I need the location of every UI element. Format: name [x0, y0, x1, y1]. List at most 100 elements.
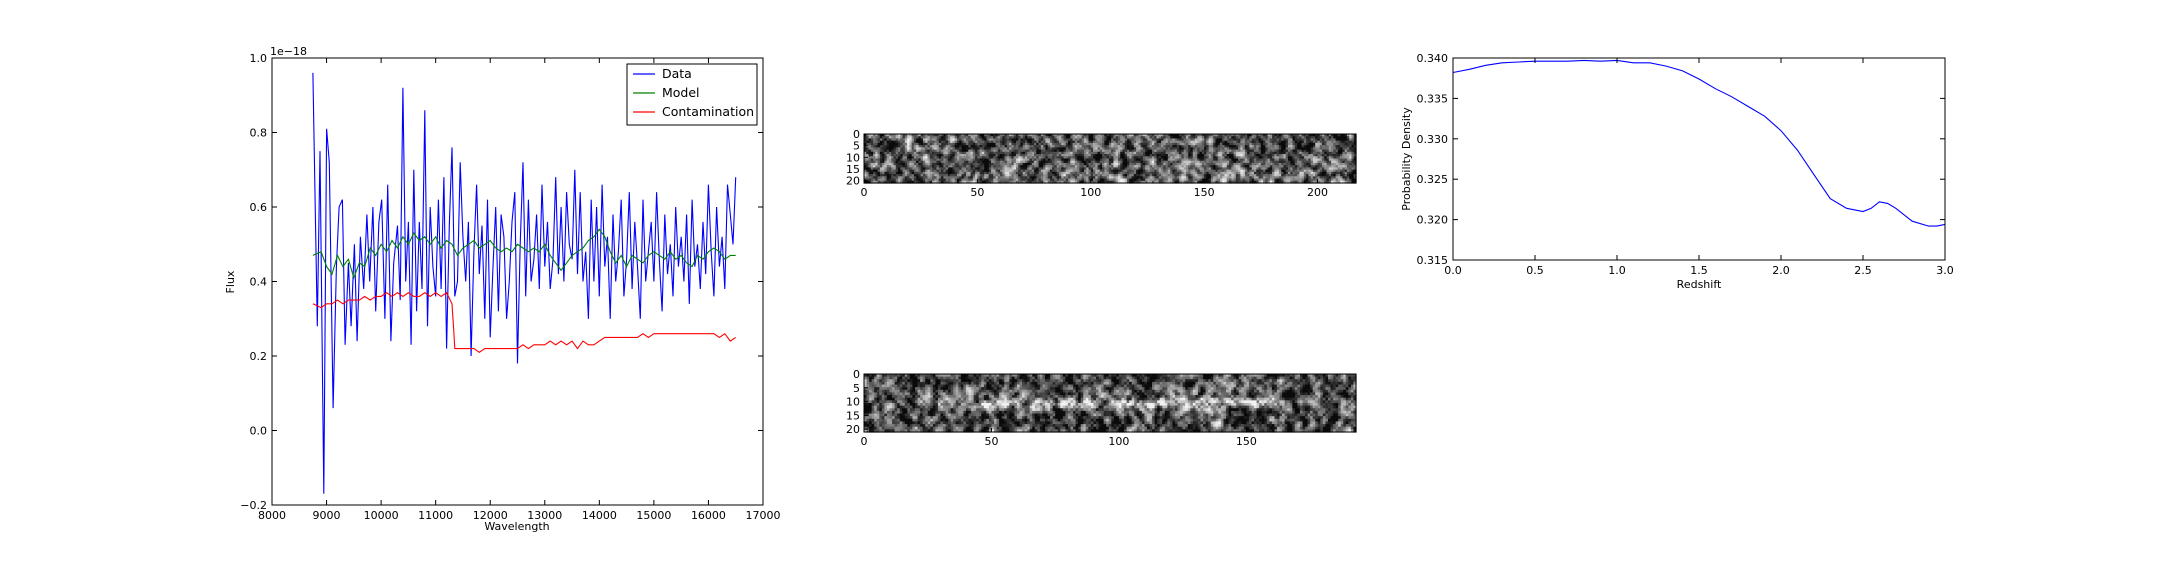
image-pixel [1337, 147, 1341, 151]
image-pixel [1260, 169, 1264, 173]
image-pixel [1136, 147, 1139, 151]
image-pixel [1324, 142, 1328, 146]
image-pixel [1136, 174, 1139, 177]
image-pixel [1093, 156, 1096, 160]
image-pixel [1247, 149, 1251, 153]
image-pixel [1147, 160, 1151, 164]
image-pixel [1258, 140, 1262, 144]
image-pixel [1340, 165, 1343, 169]
image-pixel [1165, 174, 1169, 177]
image-pixel [893, 156, 897, 160]
image-pixel [879, 156, 883, 160]
image-pixel [1256, 147, 1260, 151]
image-pixel [1145, 140, 1149, 144]
image-pixel [1238, 151, 1241, 155]
image-pixel [916, 134, 920, 137]
image-pixel [1188, 149, 1192, 153]
image-pixel [1267, 154, 1271, 157]
image-pixel [1346, 147, 1350, 151]
image-pixel [1093, 158, 1096, 162]
image-pixel [938, 142, 942, 146]
image-pixel [1208, 165, 1212, 169]
image-pixel [1102, 151, 1105, 155]
image-pixel [1312, 169, 1316, 173]
image-pixel [1027, 138, 1031, 142]
image-pixel [1167, 140, 1171, 144]
image-pixel [900, 162, 904, 166]
image-pixel [1124, 154, 1128, 157]
image-pixel [1113, 149, 1117, 153]
image-pixel [1324, 147, 1328, 151]
image-pixel [1056, 174, 1060, 177]
image-pixel [1122, 145, 1126, 148]
image-pixel [1167, 165, 1171, 169]
image-pixel [879, 165, 883, 169]
image-pixel [1086, 134, 1090, 137]
image-pixel [1224, 167, 1228, 171]
image-pixel [1326, 156, 1330, 160]
image-pixel [1170, 169, 1173, 173]
image-pixel [1043, 162, 1046, 166]
image-pixel [1045, 171, 1049, 175]
image-pixel [1333, 167, 1337, 171]
image-pixel [1013, 167, 1017, 171]
image-pixel [1090, 162, 1094, 166]
image-pixel [898, 165, 901, 169]
image-pixel [1113, 134, 1117, 137]
image-pixel [1167, 169, 1171, 173]
image-pixel [954, 154, 958, 157]
image-pixel [1074, 158, 1078, 162]
image-pixel [1249, 154, 1253, 157]
image-pixel [1133, 158, 1137, 162]
image-pixel [986, 138, 990, 142]
image-pixel [956, 176, 960, 180]
image-pixel [1208, 171, 1212, 175]
image-pixel [1247, 142, 1251, 146]
image-pixel [1142, 165, 1146, 169]
image-pixel [1349, 136, 1353, 140]
image-pixel [1034, 162, 1037, 166]
image-pixel [877, 171, 881, 175]
image-pixel [943, 176, 947, 180]
image-pixel [1024, 162, 1028, 166]
image-pixel [963, 142, 967, 146]
image-pixel [1287, 171, 1291, 175]
image-pixel [1077, 174, 1080, 177]
image-pixel [927, 151, 931, 155]
image-pixel [1222, 142, 1226, 146]
image-pixel [1027, 134, 1031, 137]
image-pixel [913, 149, 917, 153]
image-pixel [884, 149, 888, 153]
image-pixel [1256, 167, 1260, 171]
image-pixel [1231, 140, 1235, 144]
image-pixel [1054, 151, 1058, 155]
image-pixel [893, 136, 897, 140]
image-pixel [1063, 145, 1067, 148]
image-pixel [981, 138, 985, 142]
image-pixel [1154, 134, 1158, 137]
image-pixel [1197, 145, 1201, 148]
image-pixel [1235, 134, 1239, 137]
image-pixel [1344, 158, 1348, 162]
image-pixel [1247, 156, 1251, 160]
image-pixel [1213, 167, 1217, 171]
image-pixel [1349, 162, 1353, 166]
image-pixel [1145, 171, 1149, 175]
image-pixel [1011, 160, 1015, 164]
image-pixel [1185, 167, 1189, 171]
image-pixel [1002, 151, 1006, 155]
image-pixel [1111, 151, 1114, 155]
image-pixel [904, 134, 908, 137]
image-pixel [1029, 174, 1033, 177]
image-pixel [1297, 154, 1300, 157]
image-pixel [900, 156, 904, 160]
image-pixel [1244, 154, 1248, 157]
image-pixel [1328, 165, 1332, 169]
image-pixel [981, 165, 985, 169]
image-pixel [1240, 151, 1244, 155]
image-pixel [898, 136, 901, 140]
image-pixel [1256, 169, 1260, 173]
image-pixel [1260, 158, 1264, 162]
image-pixel [864, 147, 867, 151]
image-pixel [1297, 151, 1300, 155]
